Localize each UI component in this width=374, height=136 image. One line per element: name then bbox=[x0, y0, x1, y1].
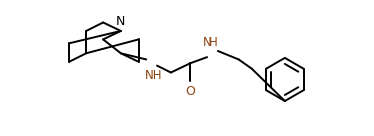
Text: O: O bbox=[185, 85, 195, 98]
Text: N: N bbox=[203, 36, 211, 49]
Text: NH: NH bbox=[145, 69, 163, 82]
Text: N: N bbox=[116, 15, 126, 28]
Text: H: H bbox=[209, 36, 218, 49]
